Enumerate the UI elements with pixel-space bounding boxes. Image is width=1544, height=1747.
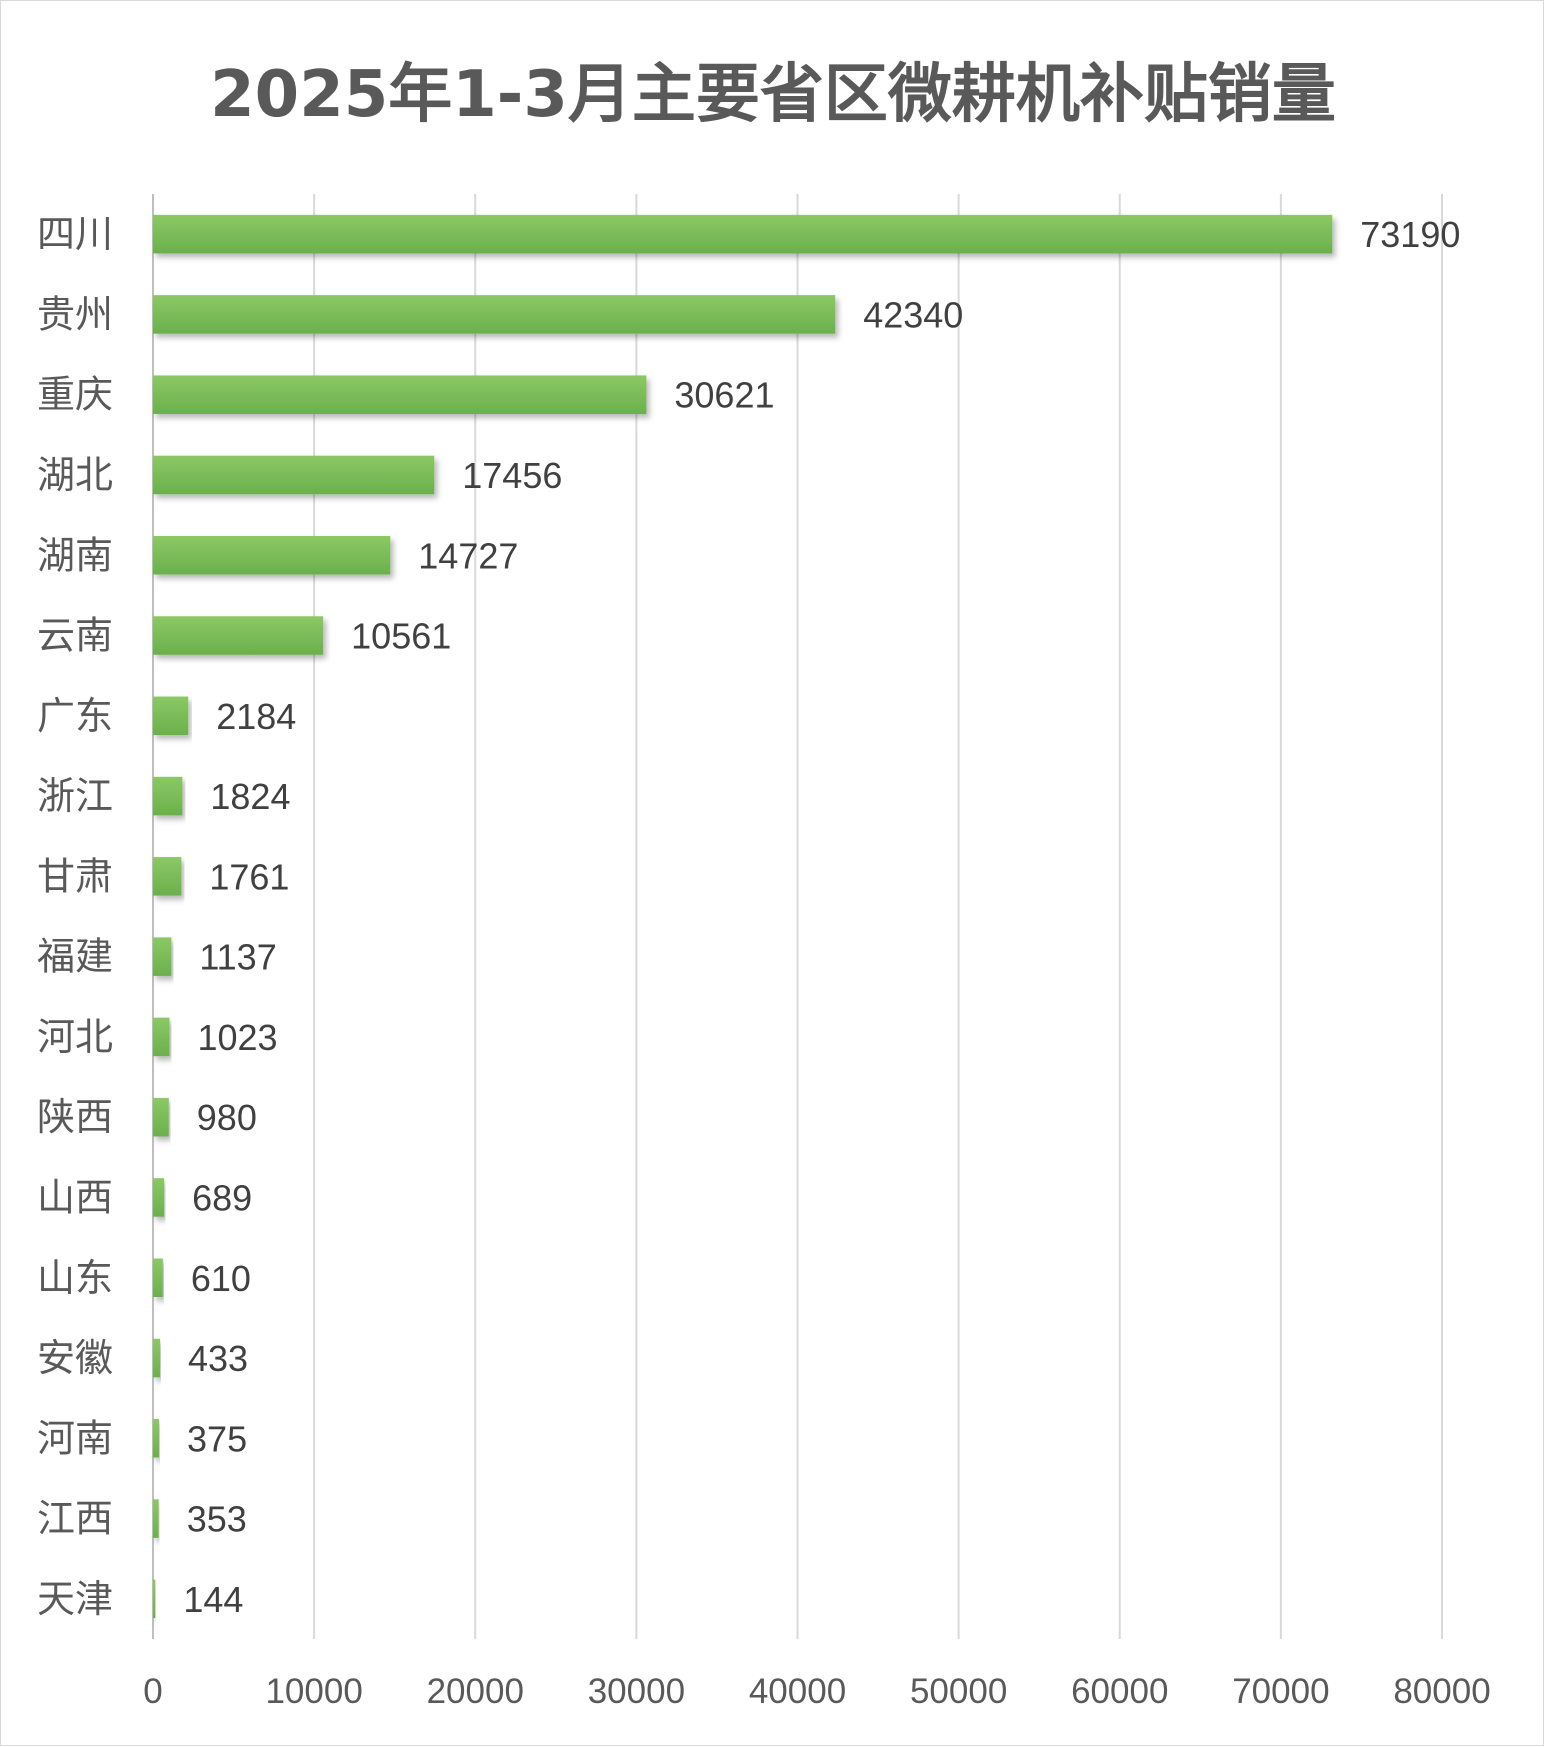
data-label: 30621 xyxy=(674,375,774,416)
category-label: 云南 xyxy=(37,614,113,658)
category-label: 浙江 xyxy=(37,774,113,818)
bar xyxy=(153,455,435,495)
chart-title: 2025年1-3月主要省区微耕机补贴销量 xyxy=(210,58,1336,132)
category-label: 福建 xyxy=(37,935,113,979)
data-label: 10561 xyxy=(351,616,451,657)
bar xyxy=(153,535,391,575)
category-label: 河南 xyxy=(37,1416,113,1460)
data-label: 1761 xyxy=(209,856,289,897)
category-label: 山西 xyxy=(37,1175,113,1219)
category-label: 贵州 xyxy=(37,292,113,336)
category-label: 重庆 xyxy=(37,373,113,417)
bar xyxy=(153,375,647,414)
category-label: 陕西 xyxy=(37,1095,113,1139)
x-tick-label: 70000 xyxy=(1232,1672,1329,1711)
x-tick-label: 50000 xyxy=(910,1672,1007,1711)
x-tick-label: 40000 xyxy=(749,1672,846,1711)
data-label: 1137 xyxy=(199,937,276,978)
x-tick-label: 20000 xyxy=(427,1672,524,1711)
data-label: 689 xyxy=(192,1177,252,1218)
bar xyxy=(153,937,172,976)
data-label: 433 xyxy=(188,1338,248,1379)
bar xyxy=(153,616,324,655)
data-label: 375 xyxy=(187,1418,247,1459)
category-label: 山东 xyxy=(37,1256,113,1300)
x-tick-label: 30000 xyxy=(588,1672,685,1711)
x-tick-label: 0 xyxy=(143,1672,162,1711)
data-label: 73190 xyxy=(1360,214,1460,255)
category-label: 江西 xyxy=(37,1497,113,1541)
data-label: 144 xyxy=(183,1579,243,1620)
data-label: 980 xyxy=(197,1097,257,1138)
bar xyxy=(153,1579,156,1619)
data-label: 14727 xyxy=(418,535,518,576)
bar xyxy=(153,1499,159,1538)
category-label: 河北 xyxy=(37,1015,113,1059)
data-label: 610 xyxy=(191,1258,251,1299)
category-label: 甘肃 xyxy=(37,854,113,898)
bar xyxy=(153,1097,169,1137)
category-label: 四川 xyxy=(37,212,113,256)
category-label: 湖南 xyxy=(37,533,113,577)
bar xyxy=(153,857,182,896)
data-label: 1023 xyxy=(197,1017,277,1058)
x-tick-label: 60000 xyxy=(1071,1672,1168,1711)
category-label: 安徽 xyxy=(37,1336,113,1380)
category-label: 天津 xyxy=(37,1577,113,1621)
x-tick-label: 10000 xyxy=(265,1672,362,1711)
bar xyxy=(153,1419,160,1458)
bar xyxy=(153,1258,163,1298)
bar xyxy=(153,1017,170,1057)
bar xyxy=(153,1338,160,1378)
category-label: 广东 xyxy=(37,694,113,738)
data-label: 17456 xyxy=(462,455,562,496)
bar xyxy=(153,214,1333,254)
category-label: 湖北 xyxy=(37,453,113,497)
data-label: 42340 xyxy=(863,294,963,335)
x-tick-label: 80000 xyxy=(1393,1672,1490,1711)
bar xyxy=(153,295,836,334)
bar xyxy=(153,776,183,816)
bar xyxy=(153,696,189,736)
bar xyxy=(153,1178,165,1217)
data-label: 353 xyxy=(187,1499,247,1540)
data-label: 2184 xyxy=(216,696,296,737)
data-label: 1824 xyxy=(210,776,290,817)
